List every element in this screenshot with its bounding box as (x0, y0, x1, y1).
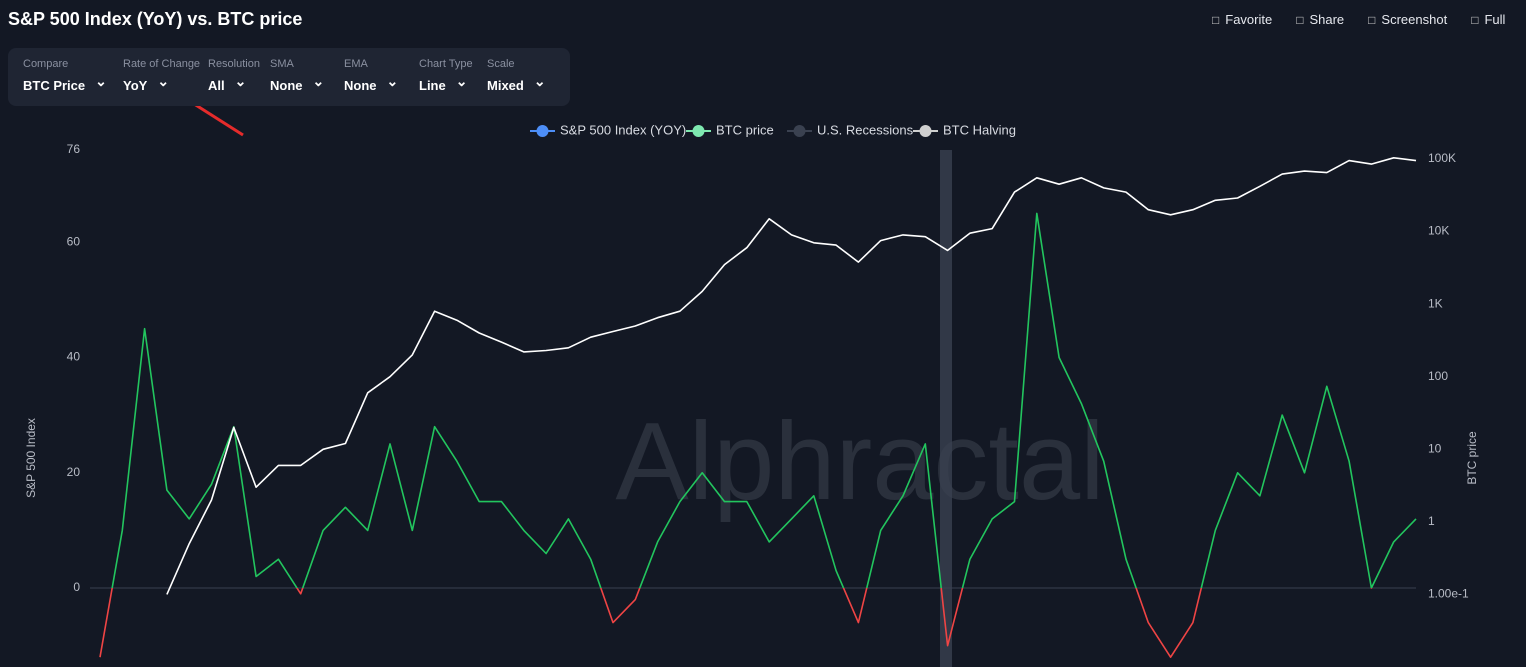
legend-marker (536, 125, 549, 137)
control-label: Chart Type (419, 58, 473, 70)
y-tick-label: 60 (67, 234, 81, 248)
watermark: Alphractal (615, 400, 1104, 523)
control[interactable]: EMA None (344, 58, 398, 94)
series-line (166, 157, 1417, 595)
control-value[interactable]: BTC Price (23, 77, 107, 94)
control-value[interactable]: All (208, 77, 260, 94)
y-axis-title: S&P 500 Index (24, 418, 38, 498)
y-tick-label: 20 (67, 465, 81, 479)
action-button[interactable]: Share (1296, 12, 1344, 27)
y2-tick-label: 1 (1428, 514, 1435, 528)
control-label: SMA (270, 58, 294, 70)
control-value[interactable]: Line (419, 77, 473, 94)
y-tick-label: 40 (67, 350, 81, 364)
control[interactable]: Resolution All (208, 58, 260, 94)
control[interactable]: Chart Type Line (419, 58, 473, 94)
legend-marker (793, 125, 806, 137)
control[interactable]: Scale Mixed (487, 58, 546, 94)
y2-tick-label: 1K (1428, 296, 1443, 310)
y2-axis-title: BTC price (1465, 431, 1479, 485)
actions: Favorite Share Screenshot Full (1212, 12, 1505, 27)
recession-band (940, 150, 952, 667)
y2-tick-label: 100K (1428, 151, 1456, 165)
legend-label: BTC Halving (943, 122, 1016, 137)
legend-marker (919, 125, 932, 137)
control-label: EMA (344, 58, 368, 70)
y2-tick-label: 10 (1428, 441, 1442, 455)
y2-tick-label: 100 (1428, 369, 1448, 383)
control[interactable]: Rate of Change YoY (123, 58, 200, 94)
y2-tick-label: 1.00e-1 (1428, 587, 1469, 601)
legend-marker (692, 125, 705, 137)
control-label: Compare (23, 58, 69, 70)
control-label: Scale (487, 58, 515, 70)
y-tick-label: 0 (73, 580, 80, 594)
legend-label: U.S. Recessions (817, 122, 914, 137)
title: S&P 500 Index (YoY) vs. BTC price (8, 9, 303, 29)
control-value[interactable]: None (344, 77, 398, 94)
series-line (99, 212, 1417, 658)
legend-label: BTC price (716, 122, 774, 137)
control-value[interactable]: None (270, 77, 324, 94)
action-button[interactable]: Screenshot (1368, 12, 1447, 27)
y-tick-label: 76 (67, 142, 81, 156)
action-button[interactable]: Favorite (1212, 12, 1272, 27)
y2-tick-label: 10K (1428, 224, 1449, 238)
control-label: Rate of Change (123, 58, 201, 70)
action-button[interactable]: Full (1471, 12, 1505, 27)
control[interactable]: Compare BTC Price (23, 58, 107, 94)
control-value[interactable]: YoY (123, 77, 200, 94)
control[interactable]: SMA None (270, 58, 324, 94)
controls-panel: Compare BTC Price Rate of Change YoY Resolut… (8, 48, 570, 106)
legend-label: S&P 500 Index (YOY) (560, 122, 686, 137)
control-value[interactable]: Mixed (487, 77, 546, 94)
control-label: Resolution (208, 58, 260, 70)
